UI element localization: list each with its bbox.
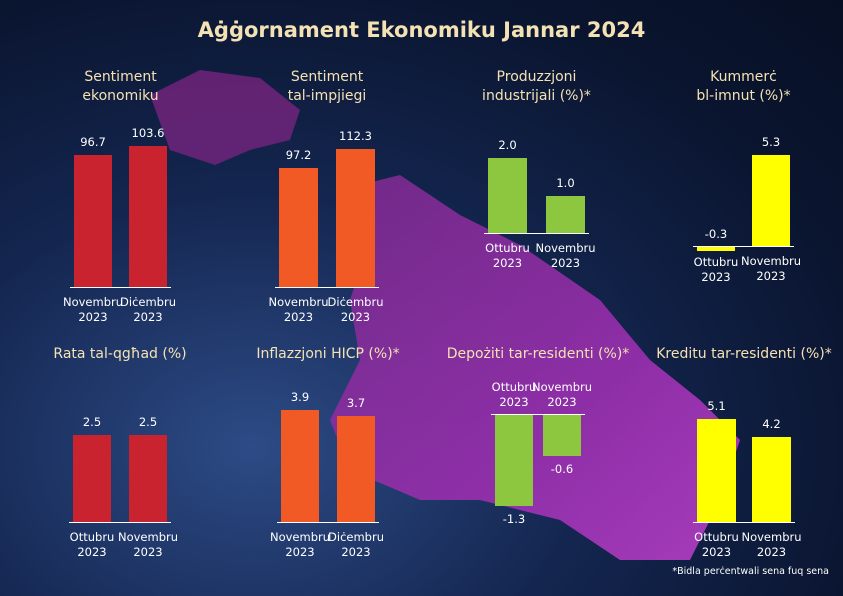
chart-title: Produzzjoni industrijali (%)* bbox=[482, 69, 591, 104]
value-label: 112.3 bbox=[339, 129, 372, 143]
category-label: Novembru 2023 bbox=[268, 295, 329, 324]
category-label: Ottubru 2023 bbox=[69, 530, 115, 559]
category-label: Diċembru 2023 bbox=[120, 295, 176, 324]
category-label: Novembru 2023 bbox=[269, 530, 331, 559]
category-label: Novembru 2023 bbox=[741, 530, 802, 559]
chart-title: Kreditu tar-residenti (%)* bbox=[656, 346, 832, 362]
bar bbox=[752, 437, 791, 522]
bar bbox=[281, 410, 319, 522]
bar bbox=[129, 146, 167, 287]
bar bbox=[543, 414, 581, 457]
value-label: 5.1 bbox=[707, 399, 726, 413]
category-label: Novembru 2023 bbox=[531, 380, 593, 409]
value-label: 3.9 bbox=[290, 390, 310, 404]
category-label: Ottubru 2023 bbox=[694, 530, 739, 559]
value-label: 4.2 bbox=[762, 417, 781, 432]
chart-title: Inflazzjoni HICP (%)* bbox=[256, 346, 400, 362]
value-label: 1.0 bbox=[556, 175, 575, 190]
gozo-shape bbox=[150, 70, 300, 165]
baseline bbox=[693, 246, 794, 247]
baseline bbox=[70, 287, 171, 288]
baseline bbox=[69, 522, 171, 523]
bar bbox=[697, 246, 735, 252]
value-label: 97.2 bbox=[285, 147, 312, 162]
bar bbox=[546, 195, 585, 233]
bar bbox=[697, 419, 736, 522]
malta-shape bbox=[330, 175, 740, 560]
value-label: 2.5 bbox=[82, 415, 102, 429]
bar bbox=[336, 149, 375, 287]
category-label: Novembru 2023 bbox=[740, 254, 802, 283]
value-label: 103.6 bbox=[131, 126, 165, 140]
value-label: -0.3 bbox=[704, 227, 728, 241]
bar bbox=[337, 415, 375, 522]
bar bbox=[74, 155, 112, 287]
value-label: -0.6 bbox=[550, 462, 574, 477]
footnote: *Bidla perċentwali sena fuq sena bbox=[672, 566, 829, 577]
baseline bbox=[275, 287, 379, 288]
category-label: Novembru 2023 bbox=[62, 295, 124, 324]
bar bbox=[279, 167, 318, 287]
baseline bbox=[484, 233, 589, 234]
category-label: Ottubru 2023 bbox=[491, 380, 537, 409]
value-label: 96.7 bbox=[80, 135, 106, 150]
category-label: Novembru 2023 bbox=[117, 530, 179, 559]
value-label: 3.7 bbox=[346, 395, 366, 410]
category-label: Diċembru 2023 bbox=[327, 295, 384, 324]
category-label: Ottubru 2023 bbox=[485, 241, 530, 270]
chart-title: Sentiment ekonomiku bbox=[82, 69, 159, 104]
chart-title: Depożiti tar-residenti (%)* bbox=[446, 346, 630, 362]
chart-title: Sentiment tal-impjiegi bbox=[287, 69, 367, 104]
value-label: 2.5 bbox=[138, 415, 158, 429]
chart-title: Rata tal-qgħad (%) bbox=[53, 346, 187, 362]
baseline bbox=[693, 522, 795, 523]
category-label: Ottubru 2023 bbox=[693, 255, 739, 285]
value-label: 2.0 bbox=[498, 138, 517, 152]
baseline bbox=[277, 522, 379, 523]
bar bbox=[495, 414, 533, 506]
category-label: Novembru 2023 bbox=[535, 241, 596, 270]
bar bbox=[752, 155, 790, 246]
value-label: -1.3 bbox=[502, 512, 526, 526]
category-label: Diċembru 2023 bbox=[328, 530, 384, 559]
bar bbox=[73, 435, 111, 522]
bar bbox=[488, 158, 527, 233]
main-title: Aġġornament Ekonomiku Jannar 2024 bbox=[197, 18, 646, 42]
chart-title: Kummerċ bl-imnut (%)* bbox=[696, 69, 791, 104]
baseline bbox=[491, 414, 585, 415]
bar bbox=[129, 435, 167, 522]
value-label: 5.3 bbox=[761, 135, 781, 149]
